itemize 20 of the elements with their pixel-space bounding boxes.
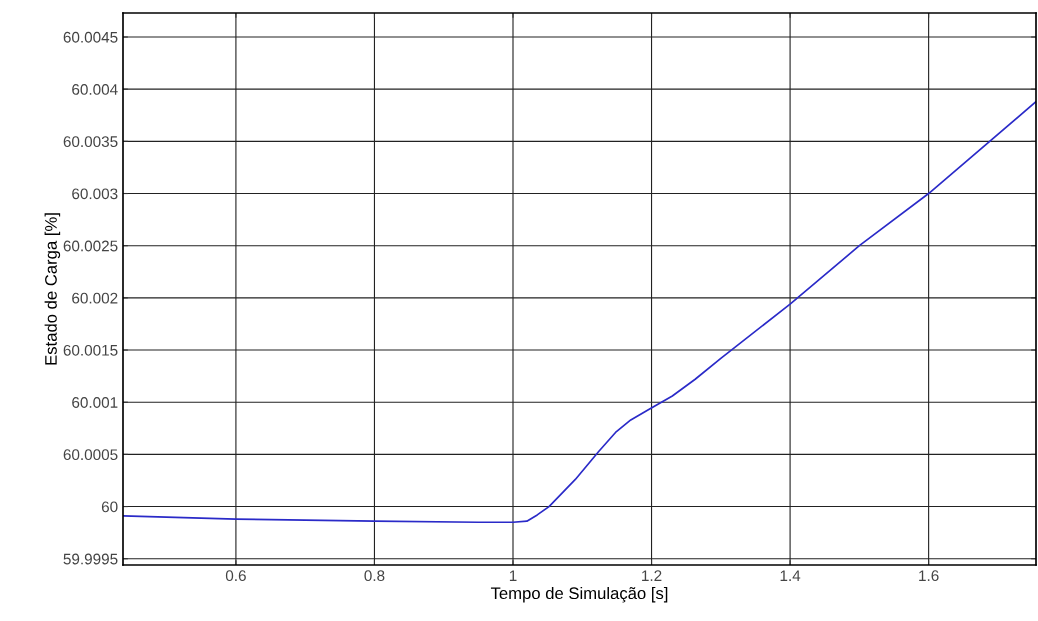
y-tick-label: 60 [101, 501, 118, 513]
y-tick-label: 60.0045 [63, 31, 118, 43]
y-tick-label: 60.0025 [63, 240, 118, 252]
line-series [123, 100, 1036, 524]
y-axis-title: Estado de Carga [%] [44, 213, 61, 365]
y-tick-label: 60.004 [72, 84, 118, 95]
y-tick-label: 59.9995 [63, 553, 118, 565]
y-tick-label: 60.0015 [63, 344, 118, 356]
y-tick-label: 60.002 [72, 292, 118, 304]
x-tick-label: 1.4 [780, 570, 801, 581]
x-tick-label: 0.6 [225, 570, 246, 582]
x-axis-title: Tempo de Simulação [s] [490, 586, 668, 603]
x-tick-label: 1 [509, 570, 517, 581]
y-tick-label: 60.001 [72, 397, 118, 408]
y-tick-label: 60.0035 [63, 136, 118, 148]
x-tick-label: 0.8 [364, 570, 385, 582]
y-tick-label: 60.0005 [63, 449, 118, 461]
y-tick-label: 60.003 [72, 188, 118, 200]
x-tick-label: 1.2 [642, 570, 662, 581]
x-tick-label: 1.6 [919, 570, 939, 582]
